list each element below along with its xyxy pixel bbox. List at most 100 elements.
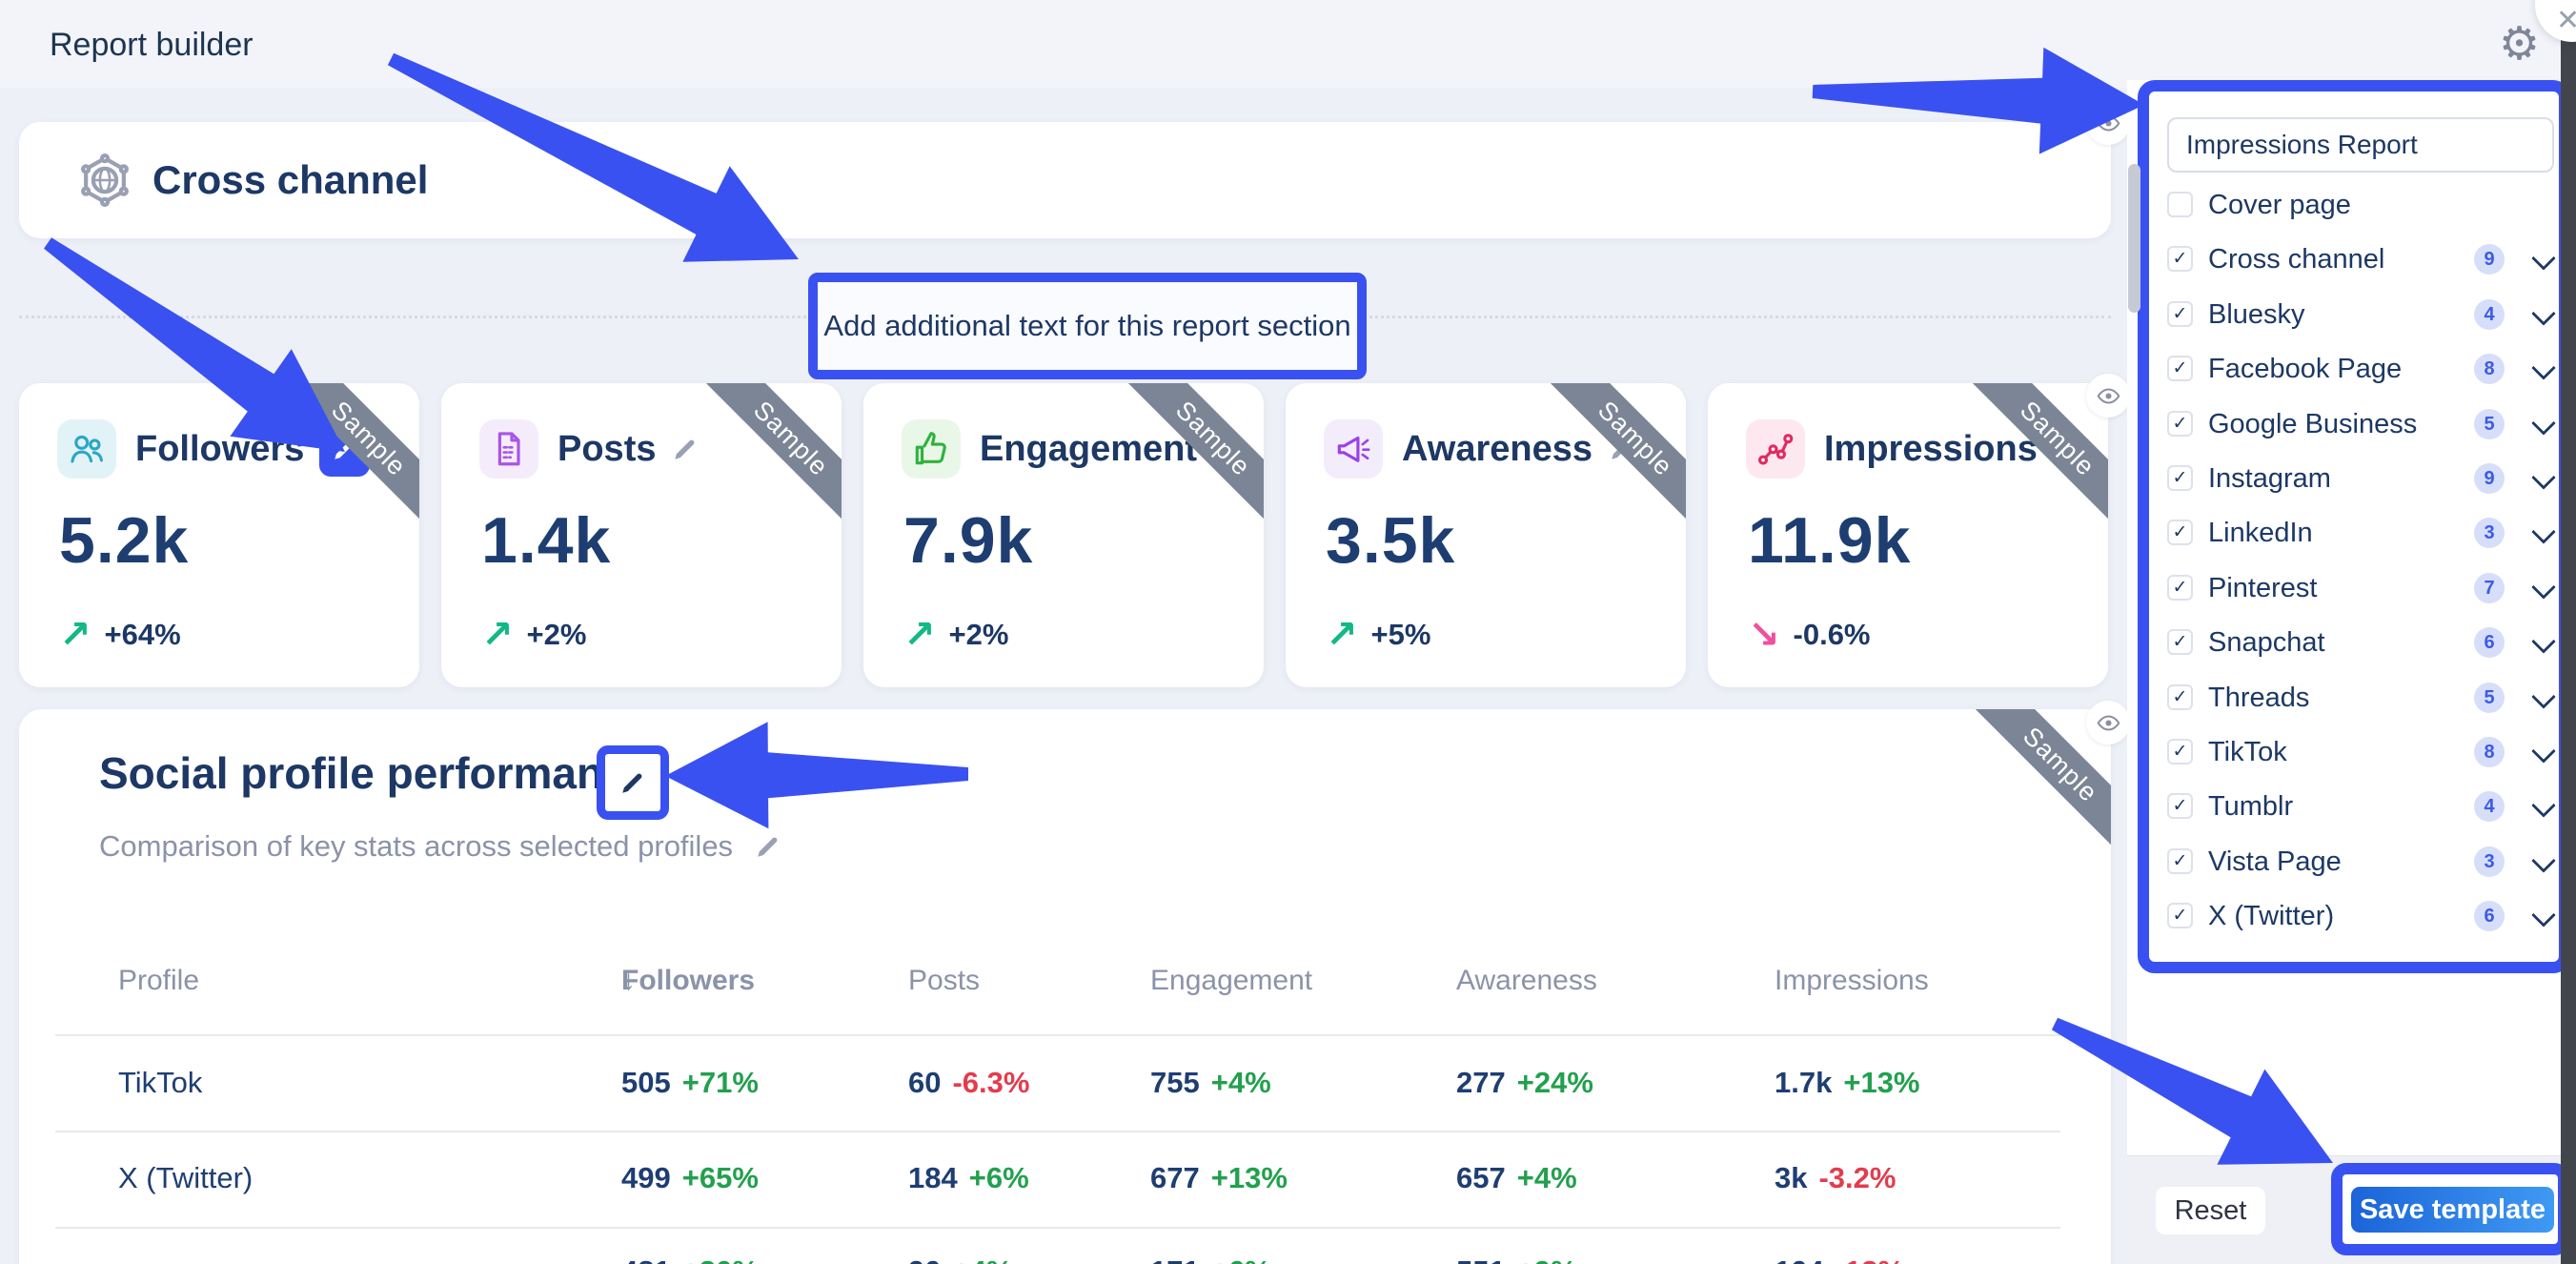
section-title: Cross channel: [152, 157, 429, 202]
count-badge: 6: [2474, 627, 2505, 658]
eye-icon: [2096, 111, 2121, 136]
sidebar-item-threads[interactable]: ✓ Threads 5: [2167, 671, 2562, 724]
checkbox[interactable]: ✓: [2167, 246, 2193, 272]
chevron-down-icon[interactable]: [2531, 684, 2556, 709]
chevron-down-icon[interactable]: [2531, 793, 2556, 818]
close-icon[interactable]: ✕: [2556, 5, 2576, 36]
sidebar-item-vista-page[interactable]: ✓ Vista Page 3: [2167, 835, 2562, 888]
awareness-icon-tile: [1324, 419, 1383, 479]
checkbox[interactable]: ✓: [2167, 793, 2193, 819]
checkbox[interactable]: ✓: [2167, 301, 2193, 327]
sidebar-item-instagram[interactable]: ✓ Instagram 9: [2167, 452, 2562, 505]
eye-toggle-metrics[interactable]: [2086, 374, 2130, 418]
checkbox[interactable]: ✓: [2167, 411, 2193, 437]
column-impressions[interactable]: Impressions: [1775, 965, 1929, 996]
main-scrollbar-thumb[interactable]: [2128, 164, 2140, 313]
chevron-down-icon[interactable]: [2531, 848, 2556, 873]
checkbox[interactable]: ✓: [2167, 520, 2193, 545]
chevron-down-icon[interactable]: [2531, 246, 2556, 271]
checkbox[interactable]: ✓: [2167, 356, 2193, 381]
engagement-icon-tile: [902, 419, 961, 479]
sidebar-item-cover-page[interactable]: Cover page: [2167, 178, 2562, 232]
sidebar-item-linkedin[interactable]: ✓ LinkedIn 3: [2167, 506, 2562, 560]
metric-value: 11.9k: [1748, 504, 1912, 577]
trend-up-icon: ↗: [1326, 614, 1358, 656]
count-badge: 3: [2474, 518, 2505, 548]
checkbox[interactable]: ✓: [2167, 739, 2193, 765]
section-title: Social profile performance: [99, 748, 653, 798]
chevron-down-icon[interactable]: [2531, 629, 2556, 654]
posts-document-icon: [489, 429, 529, 469]
column-awareness[interactable]: Awareness: [1456, 965, 1597, 996]
chevron-down-icon[interactable]: [2531, 411, 2556, 436]
sidebar-item-facebook-page[interactable]: ✓ Facebook Page 8: [2167, 342, 2562, 396]
cross-channel-section: Cross channel: [19, 122, 2111, 238]
sidebar-item-tiktok[interactable]: ✓ TikTok 8: [2167, 725, 2562, 779]
trend-up-icon: ↗: [481, 614, 514, 656]
sidebar-item-tumblr[interactable]: ✓ Tumblr 4: [2167, 780, 2562, 833]
checkbox[interactable]: ✓: [2167, 465, 2193, 491]
chevron-down-icon[interactable]: [2531, 301, 2556, 326]
checkbox[interactable]: ✓: [2167, 903, 2193, 928]
chevron-down-icon[interactable]: [2531, 356, 2556, 380]
globe-network-icon: [78, 153, 132, 207]
metric-label: Posts: [558, 428, 657, 469]
report-name-input[interactable]: [2167, 117, 2554, 173]
sort-desc-icon: ↓: [621, 965, 636, 996]
count-badge: 5: [2474, 683, 2505, 713]
metric-label: Impressions: [1824, 428, 2038, 469]
trend-up-icon: ↗: [59, 614, 91, 656]
gear-icon[interactable]: ⚙: [2499, 19, 2541, 70]
page-title: Report builder: [50, 27, 254, 63]
sidebar-item-google-business[interactable]: ✓ Google Business 5: [2167, 398, 2562, 451]
chevron-down-icon[interactable]: [2531, 520, 2556, 544]
checkbox[interactable]: ✓: [2167, 575, 2193, 601]
add-text-highlight-box[interactable]: Add additional text for this report sect…: [808, 273, 1367, 379]
column-engagement[interactable]: Engagement: [1150, 965, 1313, 996]
count-badge: 9: [2474, 244, 2505, 275]
checkbox[interactable]: ✓: [2167, 848, 2193, 874]
sidebar-item-bluesky[interactable]: ✓ Bluesky 4: [2167, 288, 2562, 341]
trend-down-icon: ↘: [1748, 614, 1780, 656]
count-badge: 9: [2474, 463, 2505, 494]
save-template-button[interactable]: Save template: [2351, 1187, 2554, 1233]
metric-card-impressions: Impressions 11.9k ↘ -0.6% Sample: [1708, 383, 2108, 687]
count-badge: 7: [2474, 573, 2505, 603]
eye-toggle-social[interactable]: [2086, 701, 2130, 744]
sidebar-item-x-twitter[interactable]: ✓ X (Twitter) 6: [2167, 889, 2562, 943]
checkbox[interactable]: [2167, 192, 2193, 217]
checkbox[interactable]: ✓: [2167, 629, 2193, 655]
column-posts[interactable]: Posts: [908, 965, 981, 996]
sidebar-item-pinterest[interactable]: ✓ Pinterest 7: [2167, 561, 2562, 615]
edit-highlight-social-title[interactable]: [597, 745, 669, 820]
report-sections-panel: Cover page ✓ Cross channel 9 ✓ Bluesky 4…: [2138, 80, 2570, 973]
chevron-down-icon[interactable]: [2531, 575, 2556, 600]
pencil-icon[interactable]: [754, 832, 782, 861]
sidebar-item-snapchat[interactable]: ✓ Snapchat 6: [2167, 616, 2562, 669]
chevron-down-icon[interactable]: [2531, 465, 2556, 490]
chevron-down-icon[interactable]: [2531, 903, 2556, 928]
top-bar: Report builder: [0, 0, 2576, 88]
checkbox[interactable]: ✓: [2167, 684, 2193, 710]
count-badge: 4: [2474, 791, 2505, 822]
count-badge: 6: [2474, 901, 2505, 931]
sample-ribbon: Sample: [692, 383, 842, 538]
row-divider: [55, 1034, 2060, 1036]
metric-card-awareness: Awareness 3.5k ↗ +5% Sample: [1286, 383, 1686, 687]
eye-toggle-cross-channel[interactable]: [2086, 101, 2130, 145]
window-scrollbar[interactable]: [2561, 0, 2576, 1264]
posts-icon-tile: [479, 419, 538, 479]
metric-label: Followers: [135, 428, 305, 469]
save-template-highlight-box: Save template: [2331, 1163, 2569, 1255]
metric-delta: +2%: [526, 618, 587, 651]
chevron-down-icon[interactable]: [2531, 739, 2556, 764]
column-profile[interactable]: Profile: [118, 965, 200, 996]
metric-card-posts: Posts 1.4k ↗ +2% Sample: [441, 383, 842, 687]
metric-delta: +64%: [104, 618, 181, 651]
reset-button[interactable]: Reset: [2156, 1187, 2265, 1234]
metric-card-engagement: Engagement 7.9k ↗ +2% Sample: [863, 383, 1264, 687]
trend-up-icon: ↗: [903, 614, 936, 656]
metric-value: 3.5k: [1326, 504, 1456, 577]
pencil-icon[interactable]: [671, 435, 700, 463]
sidebar-item-cross-channel[interactable]: ✓ Cross channel 9: [2167, 233, 2562, 286]
